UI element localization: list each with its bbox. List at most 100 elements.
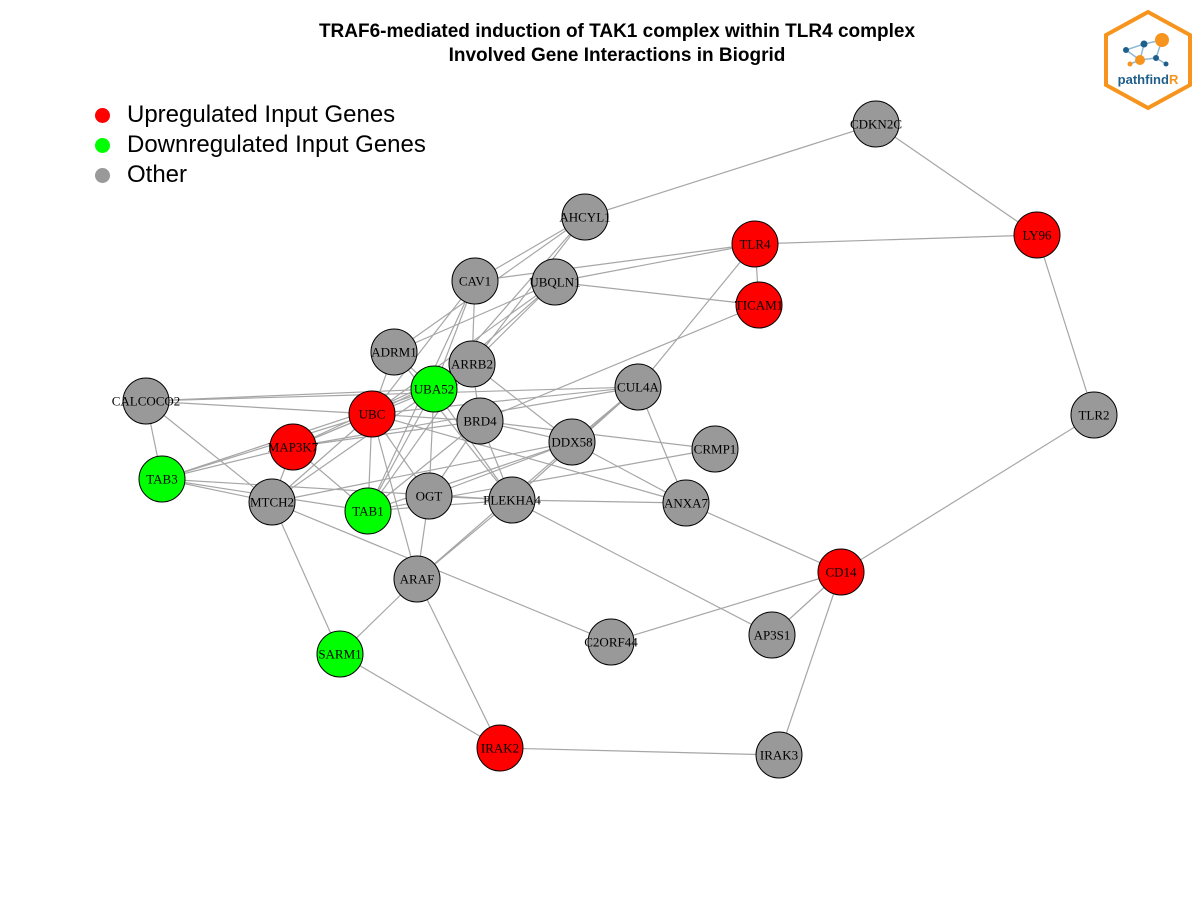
node-circle	[748, 611, 796, 659]
node-circle	[735, 281, 783, 329]
node-circle	[817, 548, 865, 596]
node-ahcyl1[interactable]: AHCYL1	[559, 193, 611, 241]
node-ddx58[interactable]: DDX58	[548, 418, 596, 466]
edge-ubqln1-adrm1	[393, 281, 556, 353]
chart-title: TRAF6-mediated induction of TAK1 complex…	[0, 20, 1200, 68]
node-uba52[interactable]: UBA52	[410, 365, 458, 413]
node-circle	[344, 487, 392, 535]
legend-dot-down	[95, 137, 110, 153]
node-circle	[1013, 211, 1061, 259]
edge-ubc-araf	[371, 413, 418, 580]
node-label: IRAK3	[760, 748, 798, 763]
edge-cd14-c2orf44	[610, 571, 842, 643]
edge-mtch2-sarm1	[271, 501, 341, 655]
node-ogt[interactable]: OGT	[405, 472, 453, 520]
node-label: CD14	[825, 565, 857, 580]
node-ap3s1[interactable]: AP3S1	[748, 611, 796, 659]
node-label: TLR2	[1078, 408, 1109, 423]
edge-brd4-tab1	[367, 420, 481, 512]
node-circle	[122, 377, 170, 425]
node-circle	[405, 472, 453, 520]
edge-plekha4-anxa7	[511, 499, 687, 504]
node-tlr4[interactable]: TLR4	[731, 220, 779, 268]
node-ticam1[interactable]: TICAM1	[735, 281, 783, 329]
node-map3k7[interactable]: MAP3K7	[268, 423, 319, 471]
node-label: BRD4	[463, 414, 497, 429]
pathfindr-logo: pathfindR	[1104, 9, 1192, 111]
node-sarm1[interactable]: SARM1	[316, 630, 364, 678]
node-label: LY96	[1022, 228, 1052, 243]
node-araf[interactable]: ARAF	[393, 555, 441, 603]
node-circle	[1070, 391, 1118, 439]
edge-ddx58-tab1	[367, 441, 573, 512]
node-label: SARM1	[318, 647, 361, 662]
logo-hexagon	[1104, 9, 1192, 111]
node-circle	[755, 731, 803, 779]
node-circle	[531, 258, 579, 306]
node-circle	[348, 390, 396, 438]
edge-ubc-tab3	[161, 413, 373, 480]
node-circle	[410, 365, 458, 413]
node-adrm1[interactable]: ADRM1	[370, 328, 418, 376]
edge-ly96-tlr2	[1036, 234, 1095, 416]
node-brd4[interactable]: BRD4	[456, 397, 504, 445]
node-tlr2[interactable]: TLR2	[1070, 391, 1118, 439]
node-label: MTCH2	[250, 495, 294, 510]
node-irak2[interactable]: IRAK2	[476, 724, 524, 772]
node-circle	[852, 100, 900, 148]
edge-cdkn2c-ly96	[875, 123, 1038, 236]
node-circle	[587, 618, 635, 666]
node-calcoco2[interactable]: CALCOCO2	[112, 377, 181, 425]
node-circle	[731, 220, 779, 268]
node-label: OGT	[416, 489, 443, 504]
node-label: CDKN2C	[850, 117, 902, 132]
node-layer: CDKN2C AHCYL1 TLR4 LY96 CAV1 UBQLN1 TICAM1 ADRM…	[112, 100, 1118, 779]
node-ly96[interactable]: LY96	[1013, 211, 1061, 259]
node-label: AP3S1	[754, 628, 791, 643]
node-label: TLR4	[739, 237, 771, 252]
node-arrb2[interactable]: ARRB2	[448, 340, 496, 388]
node-mtch2[interactable]: MTCH2	[248, 478, 296, 526]
edge-uba52-mtch2	[271, 388, 435, 503]
edge-irak2-irak3	[499, 747, 780, 756]
edge-brd4-crmp1	[479, 420, 716, 450]
node-cd14[interactable]: CD14	[817, 548, 865, 596]
node-ubqln1[interactable]: UBQLN1	[529, 258, 581, 306]
node-label: TAB1	[352, 504, 383, 519]
edge-cd14-tlr2	[840, 414, 1095, 573]
edge-cd14-irak3	[778, 571, 842, 756]
edge-mtch2-c2orf44	[271, 501, 612, 643]
node-anxa7[interactable]: ANXA7	[662, 479, 710, 527]
edge-ticam1-brd4	[479, 304, 760, 422]
node-label: AHCYL1	[559, 210, 610, 225]
edge-ddx58-ogt	[428, 441, 573, 497]
node-plekha4[interactable]: PLEKHA4	[483, 476, 541, 524]
node-cdkn2c[interactable]: CDKN2C	[850, 100, 902, 148]
node-circle	[561, 193, 609, 241]
legend: Upregulated Input Genes Downregulated In…	[95, 100, 426, 190]
legend-item-upregulated: Upregulated Input Genes	[95, 100, 426, 130]
node-ubc[interactable]: UBC	[348, 390, 396, 438]
node-label: TAB3	[146, 472, 177, 487]
node-cul4a[interactable]: CUL4A	[614, 363, 662, 411]
node-circle	[456, 397, 504, 445]
node-circle	[448, 340, 496, 388]
node-tab3[interactable]: TAB3	[138, 455, 186, 503]
node-label: PLEKHA4	[483, 493, 541, 508]
edge-anxa7-cd14	[685, 502, 842, 573]
node-label: ANXA7	[664, 496, 709, 511]
title-line-1: TRAF6-mediated induction of TAK1 complex…	[318, 21, 916, 42]
edge-tlr4-ubqln1	[554, 243, 756, 283]
node-circle	[476, 724, 524, 772]
node-tab1[interactable]: TAB1	[344, 487, 392, 535]
node-crmp1[interactable]: CRMP1	[691, 425, 739, 473]
node-circle	[248, 478, 296, 526]
node-cav1[interactable]: CAV1	[451, 257, 499, 305]
edge-tlr4-ly96	[754, 234, 1038, 245]
node-c2orf44[interactable]: C2ORF44	[584, 618, 638, 666]
edge-calcoco2-cul4a	[145, 386, 639, 402]
node-label: IRAK2	[481, 741, 519, 756]
node-irak3[interactable]: IRAK3	[755, 731, 803, 779]
edge-tlr4-cav1	[474, 243, 756, 282]
